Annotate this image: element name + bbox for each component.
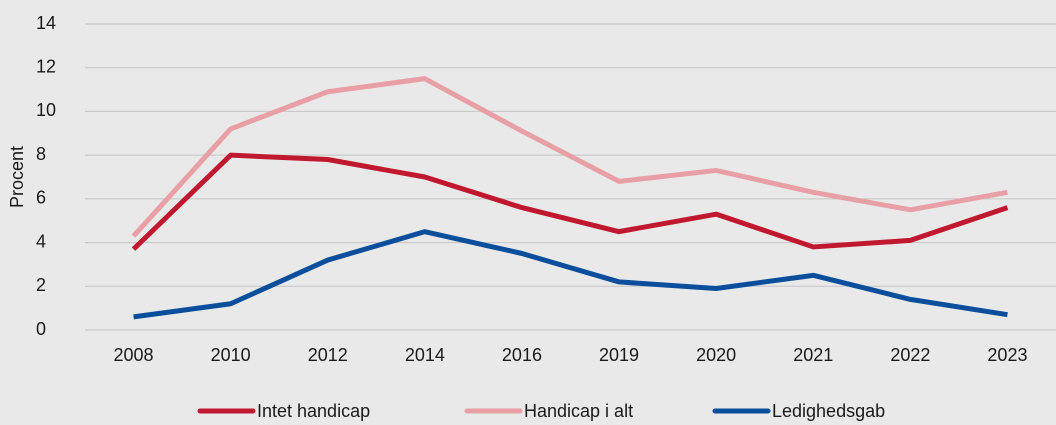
y-tick-label: 4: [36, 231, 46, 251]
y-tick-label: 0: [36, 319, 46, 339]
y-tick-label: 8: [36, 144, 46, 164]
y-axis-label: Procent: [7, 146, 27, 208]
x-tick-label: 2008: [114, 345, 154, 365]
line-series: [133, 229, 1008, 320]
x-tick-label: 2014: [405, 345, 445, 365]
x-tick-label: 2021: [793, 345, 833, 365]
y-tick-label: 14: [36, 13, 56, 33]
line-series: [131, 76, 1008, 238]
x-tick-label: 2022: [890, 345, 930, 365]
legend-label: Handicap i alt: [524, 401, 633, 421]
y-tick-label: 6: [36, 188, 46, 208]
y-tick-label: 10: [36, 100, 56, 120]
legend-label: Intet handicap: [257, 401, 370, 421]
x-tick-label: 2012: [308, 345, 348, 365]
x-tick-label: 2023: [987, 345, 1027, 365]
x-tick-label: 2019: [599, 345, 639, 365]
x-tick-label: 2010: [211, 345, 251, 365]
x-tick-label: 2016: [502, 345, 542, 365]
y-tick-label: 12: [36, 56, 56, 76]
line-series: [131, 152, 1009, 251]
y-tick-label: 2: [36, 275, 46, 295]
x-tick-label: 2020: [696, 345, 736, 365]
legend-label: Ledighedsgab: [772, 401, 885, 421]
